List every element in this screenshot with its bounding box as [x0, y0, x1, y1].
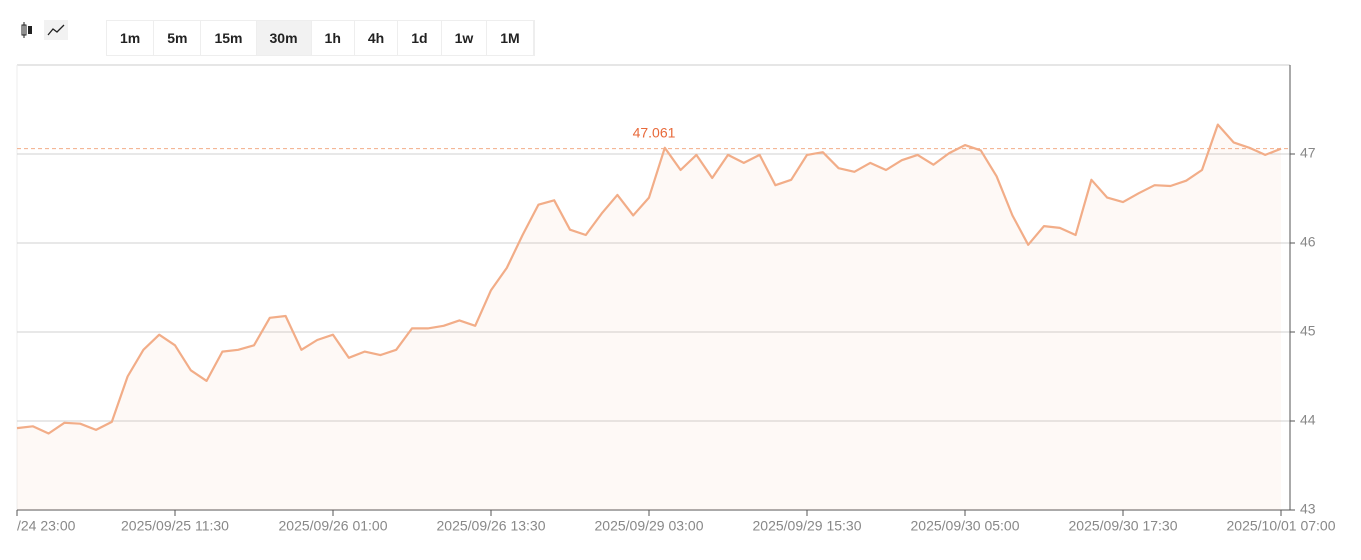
- x-tick-label: 2025/09/26 01:00: [279, 518, 388, 534]
- line: [16, 123, 1282, 435]
- interval-button[interactable]: 30m: [256, 21, 312, 55]
- line-icon[interactable]: [44, 20, 68, 40]
- y-tick-label: 45: [1300, 323, 1316, 339]
- x-tick-label: 2025/10/01 07:00: [1227, 518, 1336, 534]
- interval-button[interactable]: 1M: [487, 21, 534, 55]
- y-tick-label: 44: [1300, 412, 1316, 428]
- interval-button[interactable]: 1d: [398, 21, 442, 55]
- y-tick-label: 43: [1300, 501, 1316, 517]
- x-tick-label: 2025/09/30 17:30: [1069, 518, 1178, 534]
- last-price-label: 47.061: [633, 124, 676, 140]
- chart-style-icons: [21, 20, 68, 40]
- interval-button[interactable]: 15m: [201, 21, 257, 55]
- x-tick-label: 2025/09/29 03:00: [595, 518, 704, 534]
- interval-button[interactable]: 1h: [312, 21, 355, 55]
- interval-button[interactable]: 5m: [154, 21, 202, 55]
- x-tick-label: 2025/09/30 05:00: [911, 518, 1020, 534]
- y-tick-label: 47: [1300, 145, 1316, 161]
- x-tick-label: 2025/09/25 11:30: [121, 518, 229, 534]
- x-tick-label: /24 23:00: [17, 518, 76, 534]
- y-tick-label: 46: [1300, 234, 1316, 250]
- x-tick-label: 2025/09/26 13:30: [437, 518, 546, 534]
- area: [17, 124, 1281, 510]
- interval-toolbar: 1m 5m 15m 30m 1h 4h 1d 1w 1M: [106, 20, 535, 56]
- interval-button[interactable]: 1m: [107, 21, 155, 55]
- x-tick-label: 2025/09/29 15:30: [753, 518, 862, 534]
- interval-button[interactable]: 1w: [442, 21, 488, 55]
- interval-button[interactable]: 4h: [355, 21, 399, 55]
